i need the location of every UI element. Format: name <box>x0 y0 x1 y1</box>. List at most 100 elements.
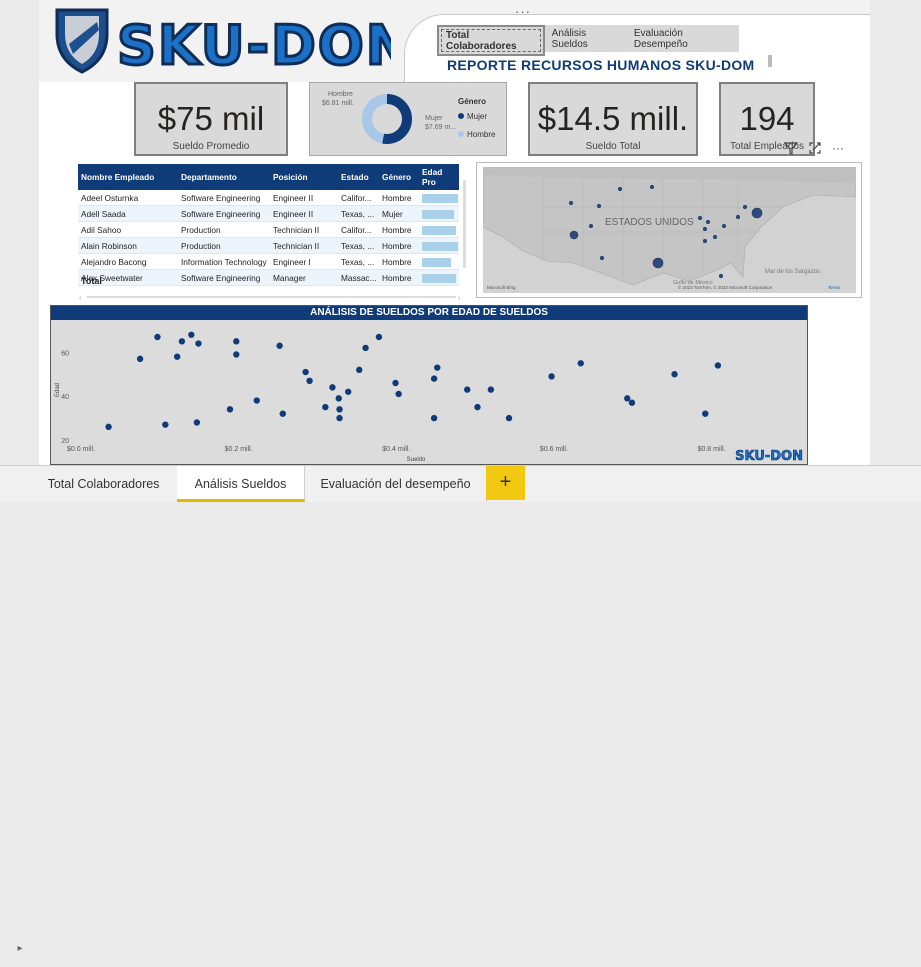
tab-evaluacion-desempeno[interactable]: Evaluación del desempeño <box>305 466 487 502</box>
svg-text:›: › <box>458 295 461 300</box>
svg-text:‹: ‹ <box>79 295 82 300</box>
data-bar <box>422 193 458 203</box>
card-sueldo-promedio[interactable]: $75 mil Sueldo Promedio <box>134 82 288 156</box>
scatter-point <box>392 379 399 387</box>
table-header-row: Nombre Empleado Departamento Posición Es… <box>78 164 459 190</box>
card-value: $75 mil <box>157 100 265 137</box>
table-row[interactable]: Adell Saada Software Engineering Engineer … <box>78 205 459 222</box>
scatter-point <box>577 360 584 367</box>
map-brand: Microsoft Bing <box>487 285 516 290</box>
scatter-point <box>714 362 722 369</box>
table-cell: Engineer I <box>270 253 338 270</box>
employee-table[interactable]: Nombre Empleado Departamento Posición Es… <box>78 164 463 291</box>
scatter-point <box>336 414 343 422</box>
col-estado[interactable]: Estado <box>338 164 379 190</box>
x-tick-label: $0.4 mill. <box>382 446 410 453</box>
table-row[interactable]: Adil Sahoo Production Technician II Califor… <box>78 221 459 238</box>
card-label: Sueldo Promedio <box>172 141 250 152</box>
scatter-point <box>375 333 383 341</box>
table-row[interactable]: Adeel Osturnka Software Engineering Engine… <box>78 190 459 206</box>
map-terms-link: Terms <box>828 285 841 290</box>
scatter-point <box>105 423 112 431</box>
map-bubble <box>703 226 708 231</box>
table-cell: Alain Robinson <box>78 237 178 254</box>
left-gutter <box>29 0 39 465</box>
tab-total-colaboradores[interactable]: Total Colaboradores <box>30 466 178 502</box>
company-logo: SKU-DON <box>51 4 412 79</box>
map-copyright: © 2023 TomTom, © 2023 Microsoft Corporat… <box>678 284 773 290</box>
donut-slice-mujer <box>362 94 412 144</box>
tab-scroll-arrow[interactable]: ▸ <box>17 943 23 954</box>
add-page-button[interactable]: + <box>486 466 525 500</box>
scatter-plot-area: 20 40 60 $0.0 mill. $0.2 mill. $0.4 mill. $0.6… <box>55 331 803 464</box>
data-bar <box>422 225 456 235</box>
nav-evaluacion-desempeno[interactable]: Evaluación Desempeño <box>626 25 740 52</box>
scatter-point <box>548 373 555 380</box>
map-area[interactable]: ESTADOS UNIDOS Mar de los Sargazos Golfo… <box>482 166 857 293</box>
visual-toolbar: ··· <box>783 141 844 158</box>
scatter-point <box>430 414 438 422</box>
map-label-gulf: Golfo de México <box>673 280 713 286</box>
y-tick-label: 40 <box>61 394 69 401</box>
x-axis-label: Sueldo <box>407 457 426 463</box>
map-bubble <box>736 214 741 219</box>
scatter-chart[interactable]: ANÁLISIS DE SUELDOS POR EDAD DE SUELDOS … <box>50 305 808 465</box>
land-usa <box>482 166 857 286</box>
table-cell-bar <box>419 205 459 222</box>
card-label: Sueldo Total <box>585 141 641 152</box>
table-row[interactable]: Alejandro Bacong Information Technology En… <box>78 253 459 270</box>
scatter-point <box>188 331 195 338</box>
card-total-empleados[interactable]: 194 Total Empleados <box>719 82 815 156</box>
data-bar <box>422 209 454 219</box>
scatter-point <box>395 390 402 398</box>
map-bubble <box>706 219 711 224</box>
table-row[interactable]: Alex Sweetwater Software Engineering Manag… <box>78 269 459 286</box>
col-nombre[interactable]: Nombre Empleado <box>78 164 178 190</box>
table-cell: Production <box>178 237 270 254</box>
scatter-point <box>624 395 631 402</box>
map-label-sea: Mar de los Sargazos <box>765 269 820 275</box>
page-tabs: ▸ Total Colaboradores Análisis Sueldos E… <box>0 465 921 954</box>
col-genero[interactable]: Género <box>379 164 419 190</box>
table-cell: Adeel Osturnka <box>78 190 178 206</box>
x-tick-label: $0.6 mill. <box>540 446 568 453</box>
map-bubble <box>722 223 727 228</box>
y-tick-label: 60 <box>61 350 69 357</box>
focus-mode-icon[interactable] <box>808 141 822 158</box>
table-cell: Manager <box>270 269 338 286</box>
table-scrollbar[interactable] <box>463 180 466 268</box>
map-bubble <box>719 274 724 279</box>
map-bubble <box>652 257 664 269</box>
nav-total-colaboradores[interactable]: Total Colaboradores <box>437 25 545 56</box>
more-options-icon[interactable]: ··· <box>832 141 844 155</box>
x-tick-label: $0.2 mill. <box>225 446 253 453</box>
map-bubble <box>589 223 594 228</box>
filter-icon[interactable] <box>783 141 799 158</box>
table-cell: Texas, ... <box>338 253 379 270</box>
col-edad[interactable]: Edad Pro <box>419 164 459 190</box>
table-cell-bar <box>419 253 459 270</box>
col-departamento[interactable]: Departamento <box>178 164 270 190</box>
x-tick-label: $0.0 mill. <box>67 446 95 453</box>
donut-label-mujer: Mujer <box>425 115 443 122</box>
map-bubble <box>742 204 747 209</box>
table-total-label: Total <box>81 276 102 286</box>
col-posicion[interactable]: Posición <box>270 164 338 190</box>
y-axis-label: Edad <box>55 383 61 397</box>
table-horizontal-scrollbar[interactable]: ‹ › <box>79 287 464 302</box>
donut-chart-genero[interactable]: Hombre $6.81 mill. Mujer $7.69 m... Géne… <box>309 82 507 156</box>
nav-analisis-sueldos[interactable]: Análisis Sueldos <box>544 25 627 52</box>
more-options-icon[interactable]: ··· <box>515 4 531 19</box>
x-tick-label: $0.8 mill. <box>698 446 726 453</box>
map-bubble <box>751 207 763 219</box>
scatter-point <box>362 344 369 352</box>
scatter-point <box>487 386 495 393</box>
card-sueldo-total[interactable]: $14.5 mill. Sueldo Total <box>528 82 698 156</box>
map-visual[interactable]: ESTADOS UNIDOS Mar de los Sargazos Golfo… <box>476 162 862 298</box>
map-bubble <box>698 215 703 220</box>
table-row[interactable]: Alain Robinson Production Technician II Tex… <box>78 237 459 254</box>
scatter-point <box>628 399 636 406</box>
map-label-country: ESTADOS UNIDOS <box>605 217 694 228</box>
tab-analisis-sueldos[interactable]: Análisis Sueldos <box>177 466 305 502</box>
scatter-point <box>173 353 181 360</box>
